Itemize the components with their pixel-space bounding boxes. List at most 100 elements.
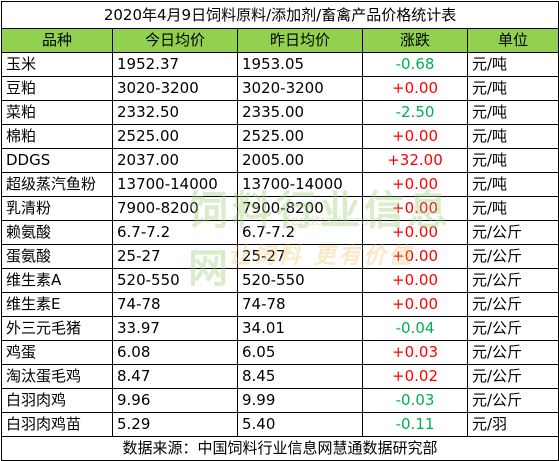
header-yesterday: 昨日均价 — [237, 28, 363, 53]
table-row: 豆粕 3020-3200 3020-3200 +0.00 元/吨 — [1, 76, 559, 101]
cell-name: 乳清粉 — [1, 196, 113, 221]
cell-today: 2525.00 — [112, 124, 238, 149]
table-row: 白羽肉鸡苗 5.29 5.40 -0.11 元/羽 — [1, 412, 559, 437]
cell-unit: 元/公斤 — [466, 292, 559, 317]
cell-yesterday: 74-78 — [237, 292, 363, 317]
header-row: 品种 今日均价 昨日均价 涨跌 单位 — [1, 28, 559, 53]
table-row: 白羽肉鸡 9.96 9.99 -0.03 元/公斤 — [1, 388, 559, 413]
cell-today: 6.08 — [112, 340, 238, 365]
cell-change: +0.00 — [362, 172, 468, 197]
cell-yesterday: 34.01 — [237, 316, 363, 341]
cell-today: 9.96 — [112, 388, 238, 413]
footer-row: 数据来源：中国饲料行业信息网慧通数据研究部 — [0, 436, 559, 461]
header-unit: 单位 — [466, 28, 559, 53]
header-change: 涨跌 — [362, 28, 468, 53]
cell-yesterday: 13700-14000 — [237, 172, 363, 197]
cell-today: 6.7-7.2 — [112, 220, 238, 245]
cell-change: -2.50 — [362, 100, 468, 125]
cell-unit: 元/公斤 — [466, 340, 559, 365]
data-source-note: 数据来源：中国饲料行业信息网慧通数据研究部 — [0, 436, 559, 461]
cell-unit: 元/吨 — [466, 172, 559, 197]
table-row: 淘汰蛋毛鸡 8.47 8.45 +0.02 元/公斤 — [1, 364, 559, 389]
cell-change: +0.00 — [362, 220, 468, 245]
cell-today: 5.29 — [112, 412, 238, 437]
cell-unit: 元/吨 — [466, 52, 559, 77]
header-today: 今日均价 — [112, 28, 238, 53]
cell-yesterday: 9.99 — [237, 388, 363, 413]
cell-name: 豆粕 — [1, 76, 113, 101]
cell-unit: 元/公斤 — [466, 316, 559, 341]
cell-unit: 元/吨 — [466, 196, 559, 221]
table-title: 2020年4月9日饲料原料/添加剂/畜禽产品价格统计表 — [0, 1, 559, 29]
cell-unit: 元/吨 — [466, 124, 559, 149]
cell-yesterday: 25-27 — [237, 244, 363, 269]
table-row: 维生素A 520-550 520-550 +0.00 元/公斤 — [1, 268, 559, 293]
cell-yesterday: 1953.05 — [237, 52, 363, 77]
cell-unit: 元/吨 — [466, 100, 559, 125]
cell-name: DDGS — [1, 148, 113, 173]
cell-name: 赖氨酸 — [1, 220, 113, 245]
cell-yesterday: 2335.00 — [237, 100, 363, 125]
table-row: 乳清粉 7900-8200 7900-8200 +0.00 元/吨 — [1, 196, 559, 221]
cell-today: 25-27 — [112, 244, 238, 269]
cell-today: 520-550 — [112, 268, 238, 293]
cell-name: 超级蒸汽鱼粉 — [1, 172, 113, 197]
cell-today: 7900-8200 — [112, 196, 238, 221]
cell-today: 13700-14000 — [112, 172, 238, 197]
cell-yesterday: 520-550 — [237, 268, 363, 293]
table-row: 超级蒸汽鱼粉 13700-14000 13700-14000 +0.00 元/吨 — [1, 172, 559, 197]
cell-name: 维生素A — [1, 268, 113, 293]
cell-unit: 元/公斤 — [466, 388, 559, 413]
cell-change: +32.00 — [362, 148, 468, 173]
cell-name: 蛋氨酸 — [1, 244, 113, 269]
cell-change: +0.00 — [362, 268, 468, 293]
cell-name: 玉米 — [1, 52, 113, 77]
cell-name: 白羽肉鸡 — [1, 388, 113, 413]
cell-change: +0.00 — [362, 244, 468, 269]
cell-yesterday: 2005.00 — [237, 148, 363, 173]
table-row: 棉粕 2525.00 2525.00 +0.00 元/吨 — [1, 124, 559, 149]
cell-yesterday: 2525.00 — [237, 124, 363, 149]
cell-name: 白羽肉鸡苗 — [1, 412, 113, 437]
cell-name: 外三元毛猪 — [1, 316, 113, 341]
cell-name: 菜粕 — [1, 100, 113, 125]
cell-change: -0.04 — [362, 316, 468, 341]
cell-name: 维生素E — [1, 292, 113, 317]
cell-today: 74-78 — [112, 292, 238, 317]
cell-today: 3020-3200 — [112, 76, 238, 101]
cell-yesterday: 8.45 — [237, 364, 363, 389]
cell-change: -0.11 — [362, 412, 468, 437]
cell-today: 1952.37 — [112, 52, 238, 77]
table-row: 玉米 1952.37 1953.05 -0.68 元/吨 — [1, 52, 559, 77]
cell-change: -0.03 — [362, 388, 468, 413]
cell-unit: 元/羽 — [466, 412, 559, 437]
cell-unit: 元/公斤 — [466, 244, 559, 269]
cell-change: +0.02 — [362, 364, 468, 389]
cell-yesterday: 7900-8200 — [237, 196, 363, 221]
cell-change: -0.68 — [362, 52, 468, 77]
cell-change: +0.03 — [362, 340, 468, 365]
cell-yesterday: 6.7-7.2 — [237, 220, 363, 245]
cell-name: 鸡蛋 — [1, 340, 113, 365]
title-row: 2020年4月9日饲料原料/添加剂/畜禽产品价格统计表 — [0, 1, 559, 29]
table-row: 外三元毛猪 33.97 34.01 -0.04 元/公斤 — [1, 316, 559, 341]
cell-change: +0.00 — [362, 124, 468, 149]
table-row: DDGS 2037.00 2005.00 +32.00 元/吨 — [1, 148, 559, 173]
cell-yesterday: 5.40 — [237, 412, 363, 437]
cell-today: 33.97 — [112, 316, 238, 341]
cell-yesterday: 6.05 — [237, 340, 363, 365]
cell-today: 2037.00 — [112, 148, 238, 173]
table-row: 蛋氨酸 25-27 25-27 +0.00 元/公斤 — [1, 244, 559, 269]
table-row: 菜粕 2332.50 2335.00 -2.50 元/吨 — [1, 100, 559, 125]
table-row: 鸡蛋 6.08 6.05 +0.03 元/公斤 — [1, 340, 559, 365]
table-row: 维生素E 74-78 74-78 +0.00 元/公斤 — [1, 292, 559, 317]
cell-name: 棉粕 — [1, 124, 113, 149]
cell-change: +0.00 — [362, 292, 468, 317]
cell-change: +0.00 — [362, 76, 468, 101]
cell-unit: 元/公斤 — [466, 364, 559, 389]
cell-unit: 元/公斤 — [466, 220, 559, 245]
cell-change: +0.00 — [362, 196, 468, 221]
cell-unit: 元/吨 — [466, 148, 559, 173]
